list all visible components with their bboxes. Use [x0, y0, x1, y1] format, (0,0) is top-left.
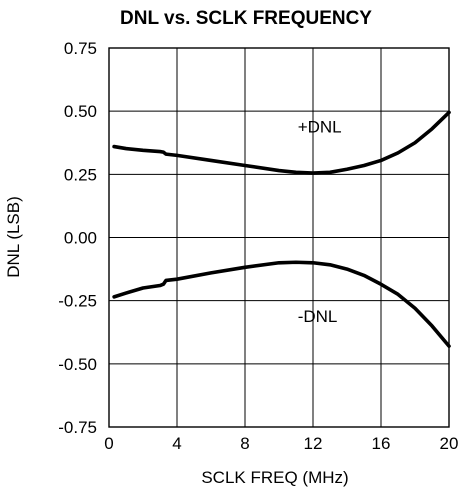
series-layer: [112, 110, 451, 348]
y-tick-label: 0.25: [64, 165, 97, 184]
y-tick-label: -0.75: [58, 418, 97, 437]
x-axis-ticks: 0 4 8 12 16 20: [104, 434, 458, 453]
series-annotation-0: +DNL: [298, 118, 342, 137]
chart-title: DNL vs. SCLK FREQUENCY: [120, 8, 372, 29]
y-tick-label: -0.50: [58, 355, 97, 374]
plot-frame: [108, 47, 450, 428]
series-line-1: [112, 260, 451, 348]
y-tick-label: 0.75: [64, 39, 97, 58]
x-tick-label: 20: [440, 434, 459, 453]
y-axis-ticks: 0.75 0.50 0.25 0.00 -0.25 -0.50 -0.75: [58, 39, 97, 437]
x-tick-label: 4: [172, 434, 181, 453]
x-tick-label: 12: [304, 434, 323, 453]
x-axis-label: SCLK FREQ (MHz): [201, 468, 348, 487]
grid: [109, 48, 449, 427]
series-annotation-1: -DNL: [298, 307, 338, 326]
x-tick-label: 16: [372, 434, 391, 453]
y-axis-label: DNL (LSB): [4, 196, 23, 278]
annotations: +DNL -DNL: [298, 118, 342, 327]
y-tick-label: -0.25: [58, 292, 97, 311]
x-tick-label: 0: [104, 434, 113, 453]
series-line-0: [112, 110, 451, 175]
y-tick-label: 0.00: [64, 229, 97, 248]
x-tick-label: 8: [240, 434, 249, 453]
y-tick-label: 0.50: [64, 102, 97, 121]
